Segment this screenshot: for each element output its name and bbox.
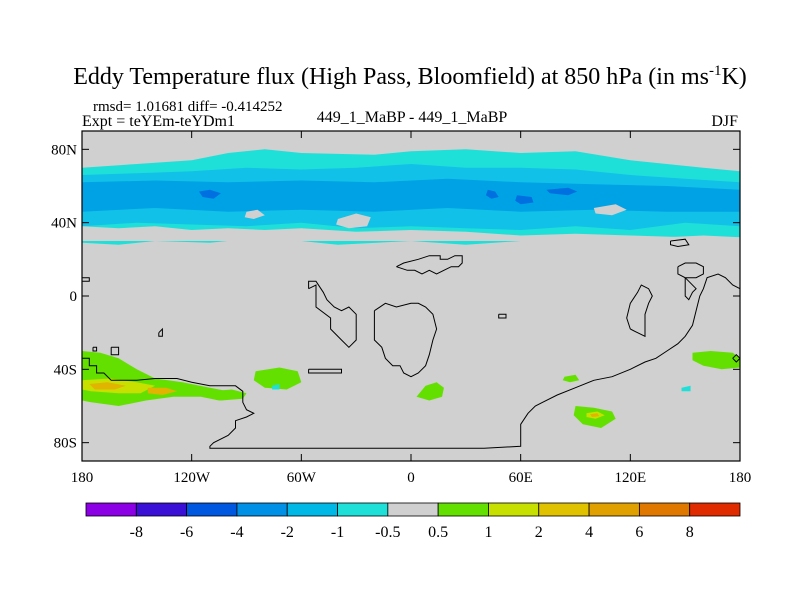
contour-line-3 xyxy=(308,368,342,374)
contour-region-4 xyxy=(485,189,499,199)
legend-label-1: -6 xyxy=(180,524,193,541)
contour-line-12 xyxy=(92,346,98,352)
legend-swatch-12 xyxy=(689,502,741,517)
expt-label: Expt = teYEm-teYDm1 xyxy=(82,113,235,130)
contour-region-14 xyxy=(416,382,444,401)
contour-region-22 xyxy=(590,413,600,417)
contour-line-9 xyxy=(684,277,697,301)
legend-label-5: -0.5 xyxy=(375,524,400,541)
y-tick-label-3: 40S xyxy=(54,362,77,378)
legend-label-4: -1 xyxy=(331,524,344,541)
legend-swatch-7 xyxy=(437,502,489,517)
y-tick-label-4: 80S xyxy=(54,436,77,452)
contour-line-0 xyxy=(82,273,740,449)
legend-swatch-11 xyxy=(638,502,691,517)
legend-swatch-5 xyxy=(337,502,389,517)
y-tick-label-2: 0 xyxy=(70,289,78,305)
contour-region-20 xyxy=(147,387,177,395)
x-tick-label-4: 60E xyxy=(509,470,533,486)
legend-swatch-4 xyxy=(286,502,338,517)
contour-fill-layer xyxy=(82,149,740,428)
legend-swatch-9 xyxy=(538,502,590,517)
contour-region-17 xyxy=(562,374,580,383)
legend-label-3: -2 xyxy=(281,524,294,541)
map-plot-area: 180 120W 60W 0 60E 120E 180 80N 40N 0 40S 80S xyxy=(51,130,751,486)
contour-line-11 xyxy=(158,327,163,337)
legend-label-8: 2 xyxy=(535,524,543,541)
legend-swatch-3 xyxy=(236,502,288,517)
x-tick-label-0: 180 xyxy=(71,470,94,486)
contour-line-1 xyxy=(373,302,438,378)
title-end: K) xyxy=(721,64,746,90)
contour-region-24 xyxy=(272,384,280,390)
legend-swatch-0 xyxy=(85,502,137,517)
legend-label-10: 6 xyxy=(635,524,643,541)
contour-region-2 xyxy=(82,178,740,212)
axis-ticks: 180 120W 60W 0 60E 120E 180 80N 40N 0 40S 80S xyxy=(51,131,751,486)
contour-line-4 xyxy=(396,255,463,275)
contour-line-8 xyxy=(670,238,690,248)
legend-label-11: 8 xyxy=(686,524,694,541)
y-tick-label-1: 40N xyxy=(51,216,77,232)
contour-region-8 xyxy=(244,209,265,219)
x-tick-label-2: 60W xyxy=(287,470,317,486)
contour-region-19 xyxy=(89,382,126,390)
title-main: Eddy Temperature flux (High Pass, Bloomf… xyxy=(73,64,709,90)
contour-line-layer xyxy=(82,238,740,449)
runs-label: 449_1_MaBP - 449_1_MaBP xyxy=(317,109,508,126)
contour-region-23 xyxy=(681,385,691,392)
legend-swatch-2 xyxy=(186,502,238,517)
legend-label-9: 4 xyxy=(585,524,593,541)
legend-swatch-1 xyxy=(135,502,188,517)
stats-label: rmsd= 1.01681 diff= -0.414252 xyxy=(93,99,283,115)
contour-region-9 xyxy=(593,204,627,216)
contour-region-7 xyxy=(336,213,371,229)
contour-region-16 xyxy=(692,351,740,370)
color-legend: -8 -6 -4 -2 -1 -0.5 0.5 1 2 4 6 8 xyxy=(85,502,741,541)
contour-region-5 xyxy=(515,195,534,205)
title-superscript: -1 xyxy=(709,63,722,79)
contour-region-3 xyxy=(199,189,221,199)
contour-region-12 xyxy=(253,367,302,390)
x-tick-label-6: 180 xyxy=(729,470,752,486)
legend-label-7: 1 xyxy=(484,524,492,541)
contour-region-6 xyxy=(546,187,578,196)
y-tick-label-0: 80N xyxy=(51,142,77,158)
legend-label-6: 0.5 xyxy=(428,524,448,541)
x-tick-label-1: 120W xyxy=(173,470,211,486)
contour-line-13 xyxy=(110,346,120,356)
legend-swatch-6 xyxy=(387,502,439,517)
contour-region-13 xyxy=(208,389,247,401)
x-tick-label-3: 0 xyxy=(407,470,415,486)
contour-line-10 xyxy=(82,277,90,282)
contour-line-5 xyxy=(498,313,507,319)
chart-title: Eddy Temperature flux (High Pass, Bloomf… xyxy=(73,63,747,90)
contour-line-14 xyxy=(732,353,740,363)
contour-line-2 xyxy=(308,280,357,349)
contour-region-10 xyxy=(82,226,740,241)
season-label: DJF xyxy=(711,113,738,130)
legend-swatch-8 xyxy=(488,502,540,517)
legend-label-0: -8 xyxy=(130,524,143,541)
legend-swatch-10 xyxy=(588,502,640,517)
x-tick-label-5: 120E xyxy=(614,470,646,486)
contour-line-6 xyxy=(626,284,653,338)
contour-line-7 xyxy=(677,262,704,279)
legend-label-2: -4 xyxy=(230,524,243,541)
